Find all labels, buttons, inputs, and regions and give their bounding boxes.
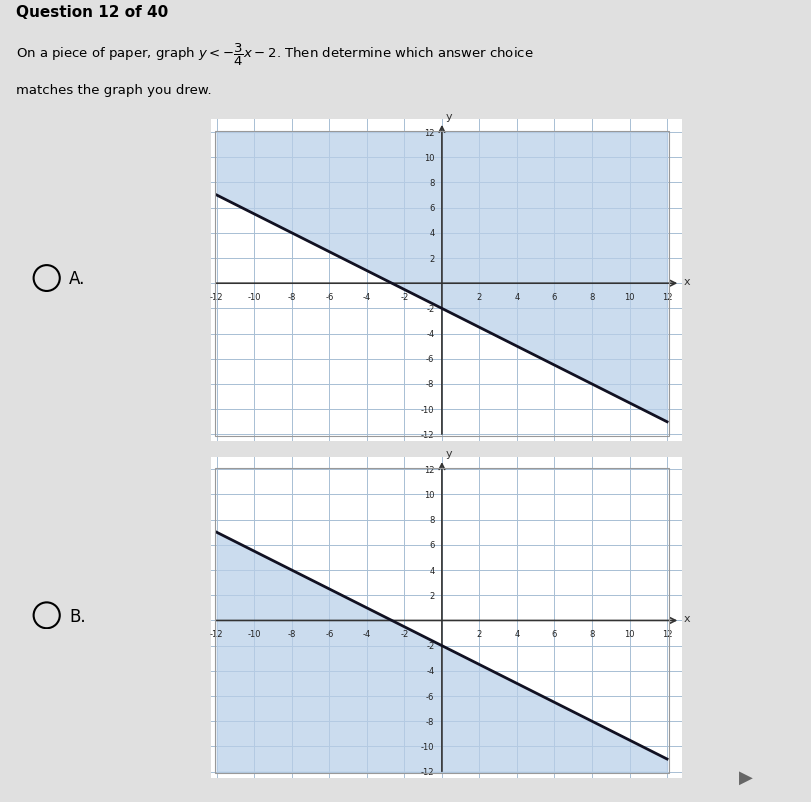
Text: ▶: ▶ [738,768,752,786]
Text: 2: 2 [476,630,482,638]
Text: On a piece of paper, graph $y < -\dfrac{3}{4}x-2$. Then determine which answer c: On a piece of paper, graph $y < -\dfrac{… [16,42,533,68]
Text: 2: 2 [429,254,434,263]
Text: y: y [445,111,453,122]
Text: -8: -8 [287,293,296,302]
Text: -2: -2 [400,293,408,302]
Text: -10: -10 [247,293,260,302]
Text: -6: -6 [324,293,333,302]
Text: y: y [445,448,453,459]
Text: -10: -10 [420,405,434,414]
Text: 6: 6 [551,293,556,302]
Text: 8: 8 [589,293,594,302]
Text: -10: -10 [420,742,434,751]
Text: 8: 8 [428,179,434,188]
Text: -4: -4 [426,330,434,338]
Text: Question 12 of 40: Question 12 of 40 [16,6,169,20]
Text: 4: 4 [513,293,519,302]
Text: x: x [683,614,689,623]
Text: -12: -12 [420,431,434,439]
Text: 6: 6 [428,541,434,549]
Text: 12: 12 [661,293,672,302]
Text: -2: -2 [426,642,434,650]
Text: 10: 10 [624,630,634,638]
Text: 10: 10 [423,153,434,163]
Text: 12: 12 [661,630,672,638]
Text: 12: 12 [423,128,434,137]
Text: -6: -6 [426,354,434,364]
Text: 2: 2 [476,293,482,302]
Text: -6: -6 [324,630,333,638]
Text: 10: 10 [423,490,434,500]
Text: -6: -6 [426,691,434,701]
Text: 6: 6 [428,204,434,213]
Text: -10: -10 [247,630,260,638]
Text: -8: -8 [426,717,434,726]
Text: B.: B. [69,607,85,625]
Text: 12: 12 [423,465,434,474]
Text: -8: -8 [287,630,296,638]
Text: 8: 8 [428,516,434,525]
Text: 6: 6 [551,630,556,638]
Text: -4: -4 [363,293,371,302]
Text: 4: 4 [513,630,519,638]
Text: x: x [683,277,689,286]
Text: -4: -4 [426,666,434,675]
Text: matches the graph you drew.: matches the graph you drew. [16,83,212,96]
Text: -2: -2 [400,630,408,638]
Text: 4: 4 [429,566,434,575]
Text: -12: -12 [210,293,223,302]
Text: -8: -8 [426,380,434,389]
Text: -2: -2 [426,305,434,314]
Text: -4: -4 [363,630,371,638]
Text: -12: -12 [210,630,223,638]
Text: 4: 4 [429,229,434,238]
Text: 10: 10 [624,293,634,302]
Text: A.: A. [69,270,85,288]
Text: 2: 2 [429,591,434,600]
Text: -12: -12 [420,768,434,776]
Text: 8: 8 [589,630,594,638]
